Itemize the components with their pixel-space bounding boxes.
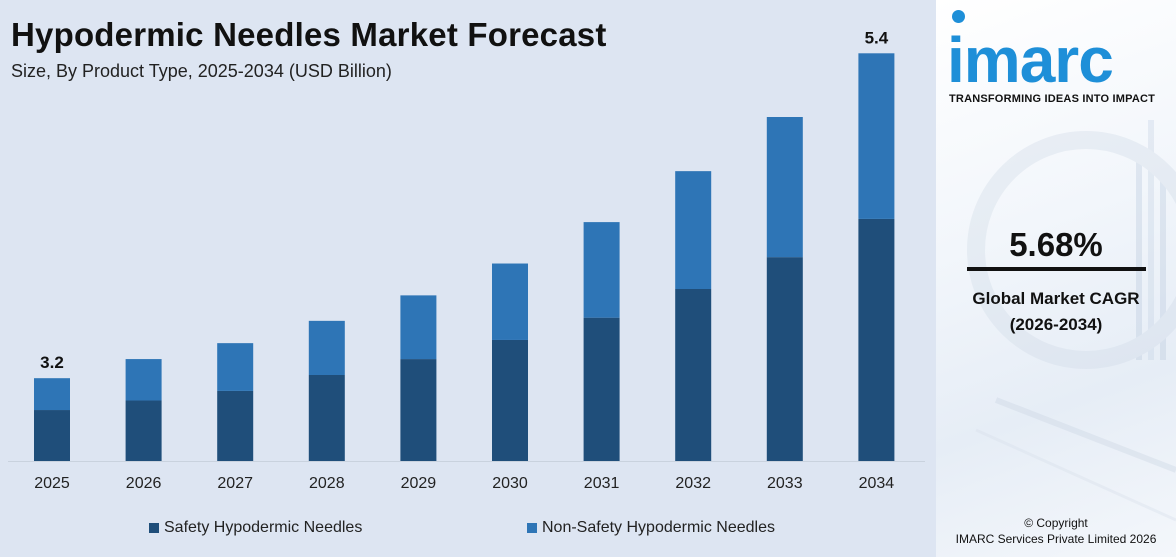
- legend-swatch-safety: [149, 523, 159, 533]
- copyright-notice: © Copyright IMARC Services Private Limit…: [936, 515, 1176, 547]
- logo-text: imarc: [947, 24, 1114, 96]
- chart-title: Hypodermic Needles Market Forecast: [11, 16, 607, 53]
- bar-non-safety-2025: [34, 378, 70, 411]
- cagr-value: 5.68%: [1009, 226, 1103, 263]
- bar-safety-2034: [858, 218, 895, 461]
- cagr-label-line2: (2026-2034): [1009, 315, 1103, 334]
- bar-safety-2028: [308, 375, 345, 461]
- legend-item-non-safety: Non-Safety Hypodermic Needles: [527, 519, 775, 537]
- x-tick-label-2026: 2026: [126, 475, 162, 492]
- bar-safety-2033: [766, 257, 803, 461]
- copyright-line1: © Copyright: [1024, 516, 1088, 530]
- bar-safety-2032: [675, 289, 712, 461]
- bar-non-safety-2033: [766, 117, 803, 258]
- chart-subtitle: Size, By Product Type, 2025-2034 (USD Bi…: [11, 61, 392, 81]
- bar-non-safety-2030: [492, 263, 528, 340]
- bar-safety-2029: [400, 359, 437, 461]
- x-tick-label-2030: 2030: [492, 475, 528, 492]
- copyright-line2: IMARC Services Private Limited 2026: [955, 532, 1157, 546]
- bar-non-safety-2029: [400, 295, 437, 360]
- bar-safety-2025: [34, 410, 70, 461]
- chart-panel: Hypodermic Needles Market Forecast Size,…: [0, 16, 936, 539]
- x-tick-label-2029: 2029: [401, 475, 437, 492]
- cagr-divider: [967, 267, 1146, 271]
- bar-non-safety-2031: [583, 222, 620, 318]
- info-sidebar: imarc TRANSFORMING IDEAS INTO IMPACT 5.6…: [936, 0, 1176, 557]
- x-tick-label-2032: 2032: [675, 475, 711, 492]
- cagr-label: Global Market CAGR (2026-2034): [936, 286, 1176, 338]
- logo-dot: [952, 10, 965, 23]
- bar-non-safety-2028: [308, 320, 345, 375]
- bar-safety-2031: [583, 317, 620, 461]
- cagr-label-line1: Global Market CAGR: [972, 289, 1140, 308]
- data-label-2025: 3.2: [40, 353, 64, 372]
- bar-non-safety-2034: [858, 53, 895, 219]
- legend-label-safety: Safety Hypodermic Needles: [164, 519, 363, 536]
- x-tick-label-2034: 2034: [859, 475, 895, 492]
- x-tick-label-2027: 2027: [217, 475, 253, 492]
- imarc-logo: imarc: [947, 10, 1173, 96]
- bar-non-safety-2032: [675, 171, 712, 289]
- legend-swatch-non-safety: [527, 523, 537, 533]
- x-tick-label-2025: 2025: [34, 475, 70, 492]
- bar-non-safety-2027: [217, 343, 254, 391]
- x-tick-label-2031: 2031: [584, 475, 620, 492]
- legend-label-non-safety: Non-Safety Hypodermic Needles: [542, 519, 775, 536]
- x-tick-label-2028: 2028: [309, 475, 345, 492]
- bar-non-safety-2026: [125, 359, 162, 401]
- bar-safety-2026: [125, 400, 162, 461]
- data-label-2034: 5.4: [865, 28, 889, 47]
- logo-tagline: TRANSFORMING IDEAS INTO IMPACT: [949, 93, 1156, 105]
- chart-legend: Safety Hypodermic Needles Non-Safety Hyp…: [0, 519, 936, 539]
- bar-safety-2030: [492, 339, 528, 461]
- bar-safety-2027: [217, 390, 254, 461]
- legend-item-safety: Safety Hypodermic Needles: [149, 519, 362, 537]
- background-decoration: [967, 120, 1176, 522]
- x-tick-label-2033: 2033: [767, 475, 803, 492]
- bar-chart: 2025 3.2 2026 2027 2028 2029 2030 2031 2032 2033 2…: [8, 28, 925, 492]
